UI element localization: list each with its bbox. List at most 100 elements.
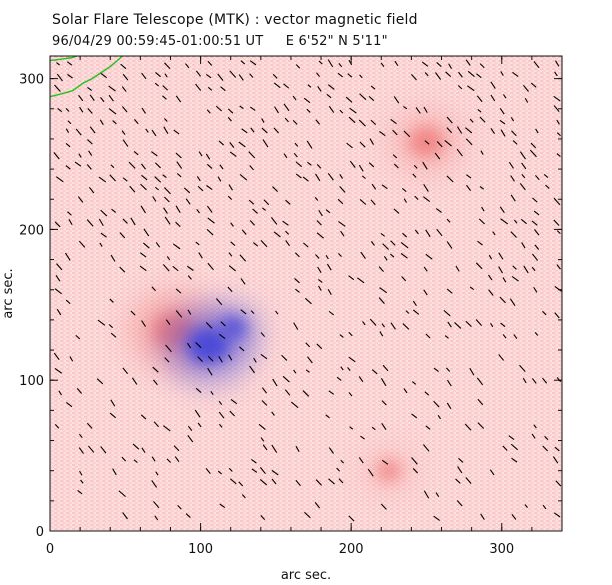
field-vector (197, 185, 204, 192)
field-vector (99, 242, 103, 247)
field-vector (357, 277, 365, 284)
field-vector (89, 94, 95, 101)
field-vector (261, 118, 265, 123)
field-vector (140, 205, 146, 214)
field-vector (348, 356, 356, 363)
field-vector (228, 354, 233, 361)
field-vector (556, 230, 561, 235)
field-vector (162, 95, 167, 100)
field-vector (239, 254, 247, 262)
limb-contour-line (50, 56, 78, 62)
field-vector (109, 412, 117, 419)
field-vector (369, 138, 375, 145)
field-vector (162, 85, 169, 91)
field-vector (281, 354, 288, 361)
field-vector (465, 477, 472, 484)
field-vector (185, 198, 191, 205)
field-vector (295, 161, 303, 168)
field-vector (307, 161, 312, 166)
field-vector (98, 218, 104, 227)
field-vector (285, 240, 290, 247)
field-vector (466, 184, 471, 191)
field-vector (512, 71, 519, 77)
field-vector (195, 387, 202, 393)
field-vector (206, 163, 213, 169)
field-vector (219, 164, 224, 170)
field-vector (54, 288, 62, 295)
field-image (50, 56, 562, 531)
field-vector (65, 402, 73, 408)
field-vector (448, 63, 453, 69)
field-vector (519, 151, 526, 160)
field-vector (195, 70, 201, 77)
field-vector (340, 230, 345, 237)
field-vector (552, 456, 559, 464)
field-vector (325, 209, 331, 214)
field-vector (86, 164, 92, 170)
field-vector (261, 127, 268, 134)
field-vector (129, 185, 136, 193)
field-vector (381, 400, 387, 406)
field-vector (500, 71, 504, 76)
field-vector (100, 232, 107, 238)
field-vector (328, 447, 334, 454)
field-vector (337, 198, 344, 205)
field-vector (207, 217, 215, 224)
field-vector (119, 232, 126, 239)
field-vector (508, 435, 515, 440)
field-vector (458, 71, 463, 78)
field-vector (304, 511, 311, 519)
field-vector (195, 341, 202, 349)
field-vector (347, 73, 353, 78)
field-vector (380, 232, 385, 237)
field-vector (175, 152, 182, 159)
field-vector (316, 163, 322, 169)
field-vector (253, 357, 257, 363)
field-vector (251, 458, 257, 464)
field-vector (477, 240, 483, 246)
field-vector (382, 364, 389, 372)
field-vector (535, 128, 539, 134)
field-vector (500, 322, 506, 328)
field-vector (555, 60, 560, 67)
field-vector (446, 175, 454, 183)
field-vector (359, 199, 367, 205)
field-vector (534, 229, 540, 236)
field-vector (88, 445, 95, 453)
field-vector (531, 266, 536, 272)
field-vector (435, 208, 442, 213)
field-vector (502, 277, 507, 283)
field-vector (543, 174, 549, 178)
field-vector (154, 162, 161, 169)
field-vector (360, 435, 365, 440)
field-vector (238, 74, 244, 81)
field-vector (154, 82, 159, 87)
field-vector (122, 512, 128, 520)
field-vector (345, 96, 353, 103)
field-vector (318, 60, 323, 65)
field-vector (133, 459, 138, 463)
field-vector (467, 85, 475, 92)
field-vector (410, 74, 417, 81)
field-vector (130, 217, 136, 226)
field-vector (79, 106, 84, 113)
field-vector (325, 414, 330, 419)
field-vector (446, 127, 453, 134)
field-vector (187, 275, 192, 280)
field-vector (67, 120, 72, 125)
field-vector (74, 161, 82, 167)
field-vector (295, 479, 301, 487)
field-vector (349, 160, 356, 168)
field-vector (488, 289, 494, 296)
field-vector (97, 319, 106, 326)
x-tick-label: 0 (46, 542, 54, 557)
field-vector (327, 59, 334, 68)
field-vector (230, 398, 238, 405)
field-vector (424, 140, 430, 145)
field-vector (403, 105, 408, 110)
field-vector (143, 242, 150, 249)
field-vector (205, 153, 211, 160)
field-vector (207, 367, 213, 376)
field-vector (393, 96, 400, 104)
